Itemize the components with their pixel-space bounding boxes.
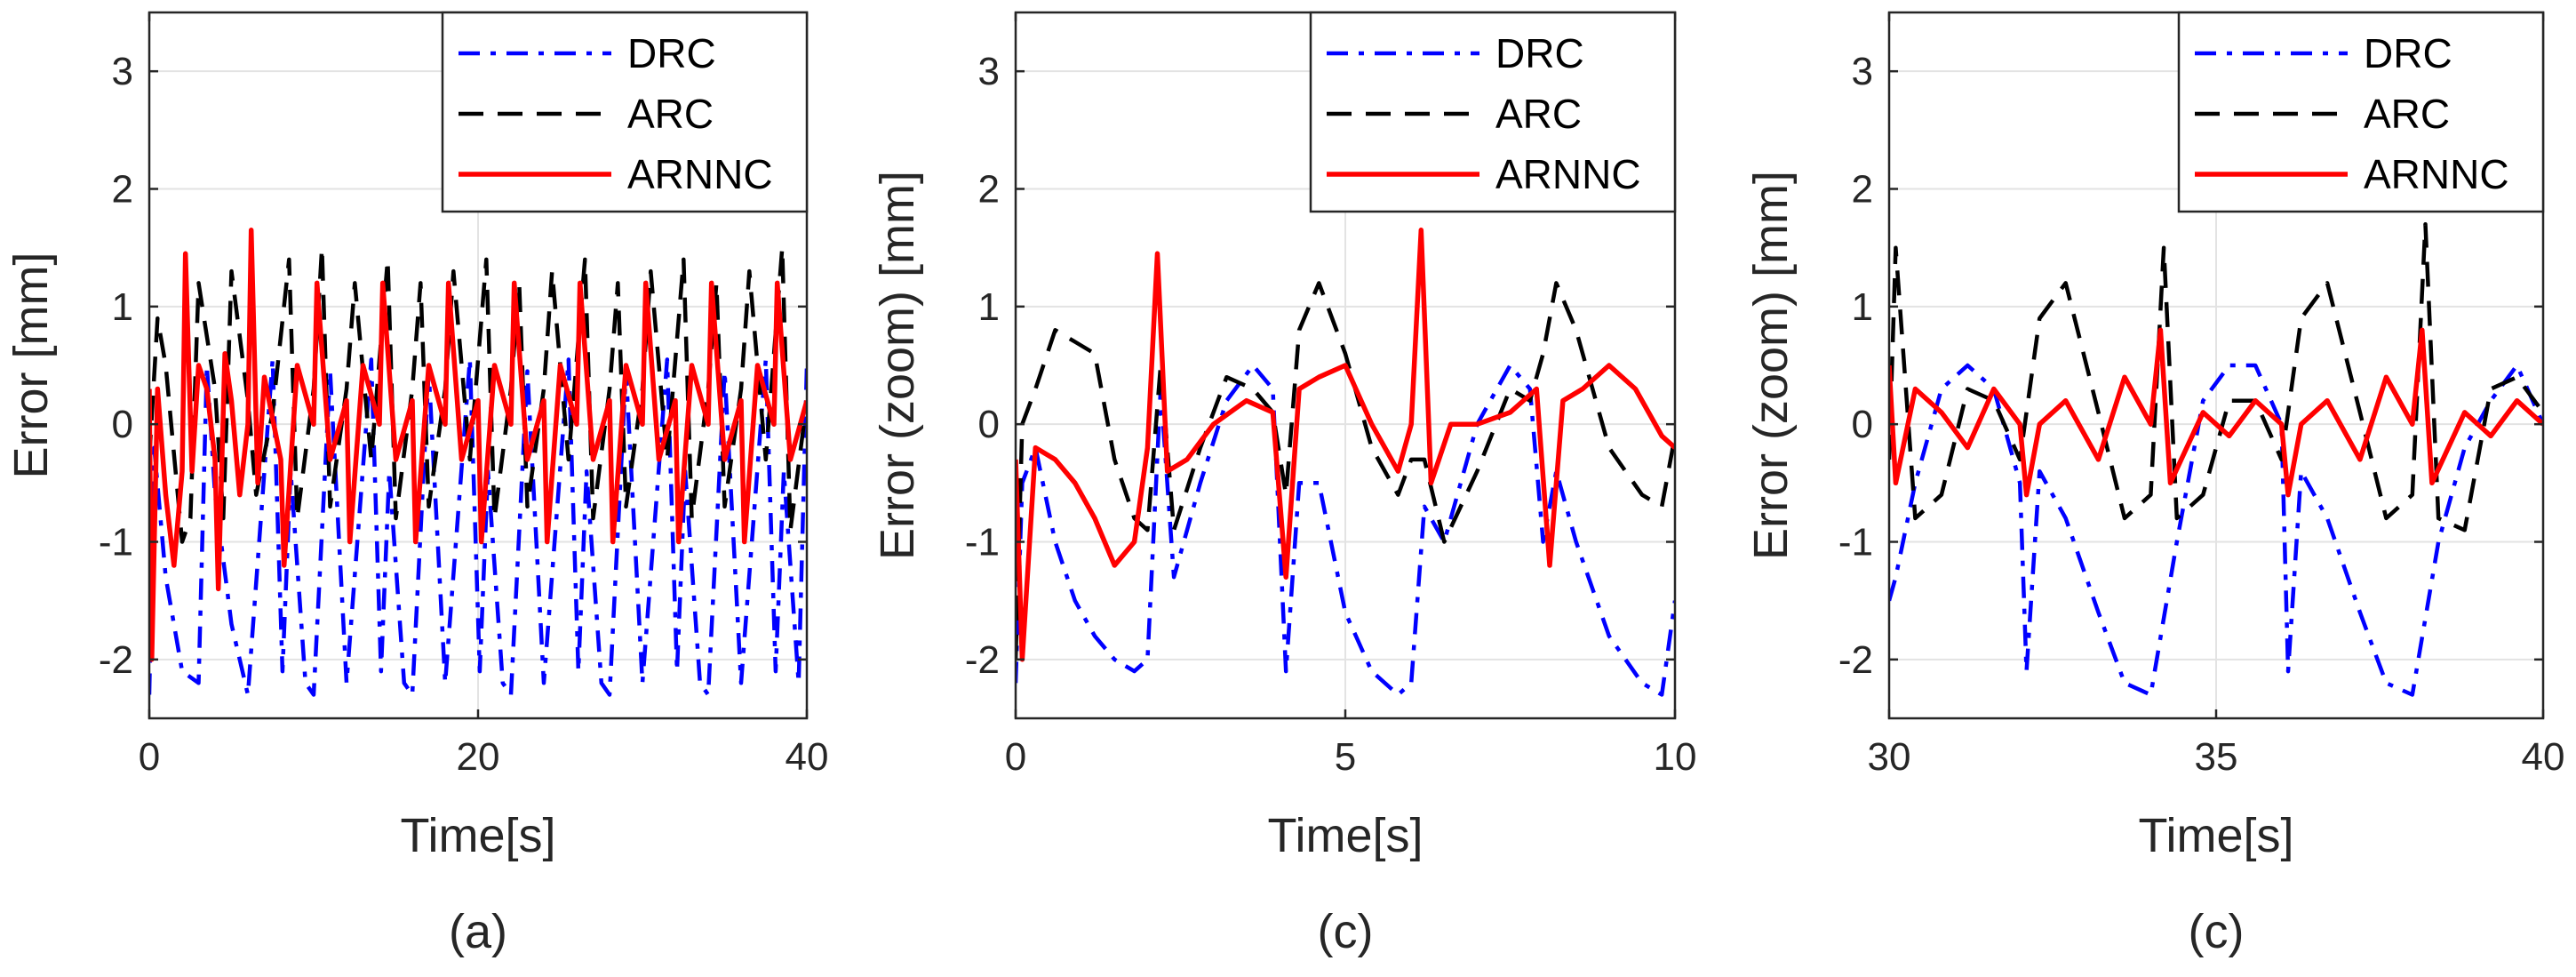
x-tick-label: 40 [786, 735, 829, 779]
y-tick-label: -1 [1838, 521, 1873, 565]
legend: DRC ARC ARNNC [1309, 11, 1677, 213]
series-line-arc [1889, 221, 2543, 533]
y-tick-label: -2 [965, 638, 1000, 682]
y-axis-label: Error [mm] [4, 252, 58, 479]
y-tick-label: -2 [99, 638, 133, 682]
legend: DRC ARC ARNNC [441, 11, 809, 213]
y-tick-label: 0 [112, 403, 133, 446]
y-tick-label: 2 [978, 168, 1000, 212]
x-tick-label: 10 [1654, 735, 1697, 779]
x-tick-label: 30 [1868, 735, 1911, 779]
panel-label: (c) [2189, 905, 2245, 958]
y-tick-label: 1 [1852, 285, 1873, 329]
series-group [1016, 228, 1675, 697]
series-line-arnnc [1889, 327, 2543, 498]
x-tick-label: 35 [2195, 735, 2238, 779]
chart-panel-3: 30 35 40 -2 -1 0 1 2 3 Time[s] Error (zoom) [mm] (c… [1744, 11, 2565, 958]
legend-label-arnnc: ARNNC [2364, 151, 2509, 197]
y-tick-label: 0 [978, 403, 1000, 446]
legend-label-drc: DRC [627, 30, 716, 76]
y-tick-label: 3 [1852, 50, 1873, 93]
series-line-arc [149, 245, 807, 544]
x-tick-label: 0 [139, 735, 160, 779]
legend-label-drc: DRC [1495, 30, 1584, 76]
x-axis-label: Time[s] [2139, 809, 2294, 862]
y-tick-label: -2 [1838, 638, 1873, 682]
x-tick-label: 20 [457, 735, 500, 779]
legend-label-arc: ARC [627, 91, 714, 137]
series-line-arc [1016, 281, 1675, 660]
y-axis-label: Error (zoom) [mm] [871, 171, 924, 560]
panel-label: (c) [1318, 905, 1374, 958]
x-axis-label: Time[s] [1268, 809, 1424, 862]
series-line-arnnc [149, 228, 807, 662]
series-line-drc [149, 357, 807, 697]
y-tick-label: 0 [1852, 403, 1873, 446]
series-line-drc [1016, 363, 1675, 697]
chart-panel-1: 0 20 40 -2 -1 0 1 2 3 Time[s] Error [mm] (a) DRC ARC A… [4, 11, 829, 958]
y-tick-label: 1 [112, 285, 133, 329]
legend-label-drc: DRC [2364, 30, 2452, 76]
series-group [1889, 221, 2543, 697]
series-line-drc [1889, 363, 2543, 697]
y-tick-label: -1 [965, 521, 1000, 565]
y-tick-label: 2 [1852, 168, 1873, 212]
x-tick-label: 40 [2522, 735, 2565, 779]
series-line-arnnc [1016, 228, 1675, 662]
x-tick-label: 5 [1335, 735, 1356, 779]
y-tick-label: -1 [99, 521, 133, 565]
y-tick-label: 3 [978, 50, 1000, 93]
legend-label-arc: ARC [2364, 91, 2450, 137]
panel-label: (a) [449, 905, 507, 958]
y-tick-label: 1 [978, 285, 1000, 329]
legend-label-arnnc: ARNNC [1495, 151, 1641, 197]
y-tick-label: 3 [112, 50, 133, 93]
legend: DRC ARC ARNNC [2177, 11, 2545, 213]
y-tick-label: 2 [112, 168, 133, 212]
y-axis-label: Error (zoom) [mm] [1744, 171, 1798, 560]
chart-panel-2: 0 5 10 -2 -1 0 1 2 3 Time[s] Error (zoom) [mm] (c) D… [871, 11, 1697, 958]
x-tick-label: 0 [1005, 735, 1026, 779]
x-axis-label: Time[s] [401, 809, 556, 862]
legend-label-arc: ARC [1495, 91, 1582, 137]
series-group [149, 228, 807, 697]
legend-label-arnnc: ARNNC [627, 151, 773, 197]
